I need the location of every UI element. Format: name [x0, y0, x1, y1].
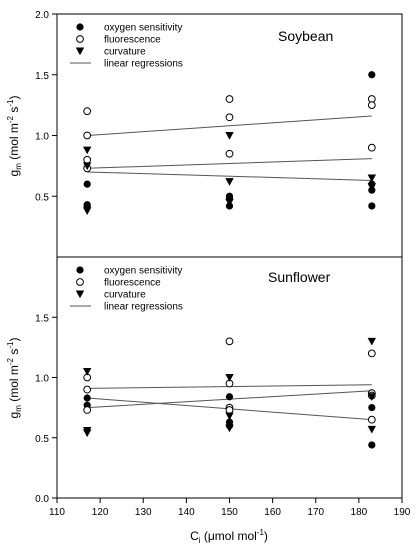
- legend-label: curvature: [104, 290, 146, 301]
- regression-line: [87, 158, 372, 169]
- curvature-point: [82, 162, 92, 171]
- fluorescence-point: [225, 113, 234, 122]
- x-ticks: 110 120 130 140 150 160 170 180 190: [49, 498, 411, 518]
- legend-label: oxygen sensitivity: [104, 23, 182, 34]
- fluorescence-point: [83, 131, 92, 140]
- legend-label: curvature: [104, 47, 146, 58]
- regression-line: [87, 115, 372, 136]
- x-tick-label: 110: [49, 507, 65, 518]
- y-tick-label: 1.5: [35, 71, 49, 82]
- y-tick-label: 1.0: [35, 132, 49, 143]
- curvature-point: [225, 178, 234, 186]
- curvature-point: [82, 146, 92, 155]
- regression-line: [87, 171, 372, 181]
- panel-title-sunflower: Sunflower: [268, 269, 331, 285]
- legend-label: fluorescence: [104, 35, 161, 46]
- x-tick-label: 120: [92, 507, 109, 518]
- panel-sunflower: Sunflower oxygen sensitivityfluorescence…: [6, 256, 411, 545]
- legend-marker: [76, 35, 84, 43]
- oxygen-sensitivity-point: [83, 180, 91, 188]
- curvature-point: [367, 174, 377, 183]
- curvature-point: [82, 207, 92, 216]
- curvature-point: [367, 425, 377, 434]
- y-tick-label: 2.0: [35, 10, 49, 21]
- y-ticks-sunflower: 0.0 0.5 1.0 1.5: [35, 313, 57, 505]
- x-tick-label: 160: [264, 507, 281, 518]
- legend-marker: [75, 290, 85, 299]
- curvature-point: [82, 367, 92, 376]
- x-tick-label: 170: [307, 507, 324, 518]
- curvature-point: [225, 424, 234, 433]
- x-tick-label: 140: [178, 507, 195, 518]
- fluorescence-point: [83, 406, 92, 414]
- fluorescence-point: [367, 101, 376, 110]
- oxygen-sensitivity-point: [368, 202, 376, 210]
- legend-label: linear regressions: [104, 59, 183, 70]
- curvature-point: [82, 429, 92, 438]
- y-ticks-soybean: 0.5 1.0 1.5 2.0: [35, 10, 57, 203]
- oxygen-sensitivity-point: [368, 404, 376, 412]
- legend-label: oxygen sensitivity: [104, 266, 182, 277]
- x-tick-label: 130: [135, 507, 152, 518]
- fluorescence-point: [367, 415, 376, 424]
- oxygen-sensitivity-point: [83, 394, 91, 402]
- y-tick-label: 0.0: [35, 494, 49, 505]
- fluorescence-point: [367, 349, 376, 358]
- legend-label: linear regressions: [104, 302, 183, 313]
- fluorescence-point: [225, 95, 234, 103]
- y-tick-label: 1.0: [35, 374, 49, 385]
- legend-marker: [76, 266, 84, 274]
- legend-marker: [75, 47, 85, 56]
- curvature-point: [225, 198, 234, 207]
- regressions-soybean: [87, 115, 372, 181]
- x-tick-label: 180: [351, 507, 368, 518]
- panel-title-soybean: Soybean: [278, 28, 333, 44]
- curvature-point: [367, 183, 377, 191]
- y-axis-label-soybean: gm (mol m-2 s-1): [6, 96, 23, 177]
- fluorescence-point: [225, 149, 234, 158]
- fluorescence-point: [225, 406, 234, 414]
- oxygen-sensitivity-point: [368, 71, 376, 79]
- legend-marker: [76, 23, 84, 31]
- legend-marker: [76, 278, 84, 286]
- curvature-point: [367, 393, 377, 401]
- y-axis-label-sunflower: gm (mol m-2 s-1): [6, 338, 23, 419]
- fluorescence-point: [83, 107, 92, 116]
- fluorescence-point: [83, 385, 92, 394]
- curvature-point: [225, 132, 234, 140]
- panel-soybean: Soybean oxygen sensitivityfluorescencecu…: [6, 10, 403, 258]
- fluorescence-point: [367, 143, 376, 152]
- x-tick-label: 150: [221, 507, 238, 518]
- y-tick-label: 0.5: [35, 434, 49, 445]
- legend-label: fluorescence: [104, 278, 161, 289]
- curvature-point: [367, 337, 377, 346]
- oxygen-sensitivity-point: [225, 393, 234, 401]
- fluorescence-point: [83, 155, 92, 164]
- legend-soybean: oxygen sensitivityfluorescencecurvaturel…: [70, 23, 183, 70]
- curvature-point: [225, 374, 234, 382]
- oxygen-sensitivity-point: [368, 441, 376, 449]
- curvature-point: [225, 412, 234, 421]
- fluorescence-point: [225, 337, 234, 346]
- marks-sunflower: [82, 337, 377, 449]
- x-tick-label: 190: [394, 507, 411, 518]
- legend-sunflower: oxygen sensitivityfluorescencecurvaturel…: [70, 266, 183, 313]
- x-axis-label: Ci (μmol mol-1): [190, 528, 268, 545]
- y-tick-label: 1.5: [35, 313, 49, 324]
- marks-soybean: [82, 71, 377, 216]
- y-tick-label: 0.5: [35, 192, 49, 203]
